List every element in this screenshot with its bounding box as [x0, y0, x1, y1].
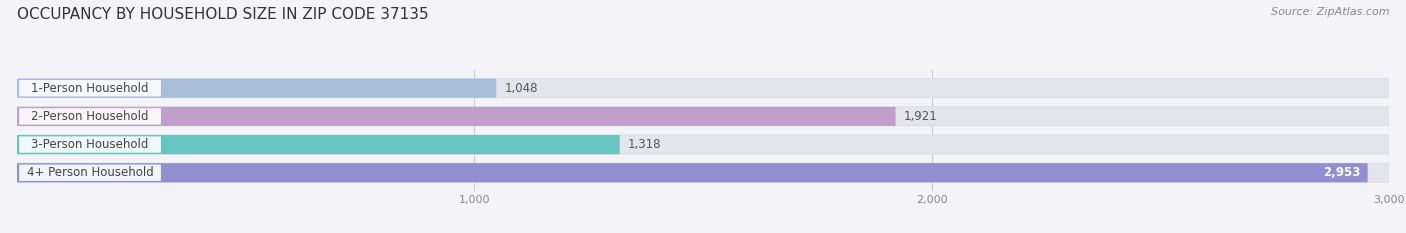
FancyBboxPatch shape — [20, 164, 160, 181]
FancyBboxPatch shape — [17, 135, 1389, 154]
Text: 1-Person Household: 1-Person Household — [31, 82, 149, 95]
Text: 1,318: 1,318 — [628, 138, 661, 151]
Text: Source: ZipAtlas.com: Source: ZipAtlas.com — [1271, 7, 1389, 17]
Text: 1,048: 1,048 — [505, 82, 538, 95]
Text: 1,921: 1,921 — [904, 110, 938, 123]
FancyBboxPatch shape — [17, 79, 496, 98]
Text: 4+ Person Household: 4+ Person Household — [27, 166, 153, 179]
Text: 3-Person Household: 3-Person Household — [31, 138, 149, 151]
Text: OCCUPANCY BY HOUSEHOLD SIZE IN ZIP CODE 37135: OCCUPANCY BY HOUSEHOLD SIZE IN ZIP CODE … — [17, 7, 429, 22]
FancyBboxPatch shape — [20, 108, 160, 125]
FancyBboxPatch shape — [20, 80, 160, 96]
FancyBboxPatch shape — [17, 79, 1389, 98]
FancyBboxPatch shape — [17, 135, 620, 154]
FancyBboxPatch shape — [17, 107, 896, 126]
Text: 2-Person Household: 2-Person Household — [31, 110, 149, 123]
Text: 2,953: 2,953 — [1323, 166, 1361, 179]
FancyBboxPatch shape — [17, 163, 1368, 182]
FancyBboxPatch shape — [20, 136, 160, 153]
FancyBboxPatch shape — [17, 107, 1389, 126]
FancyBboxPatch shape — [17, 163, 1389, 182]
